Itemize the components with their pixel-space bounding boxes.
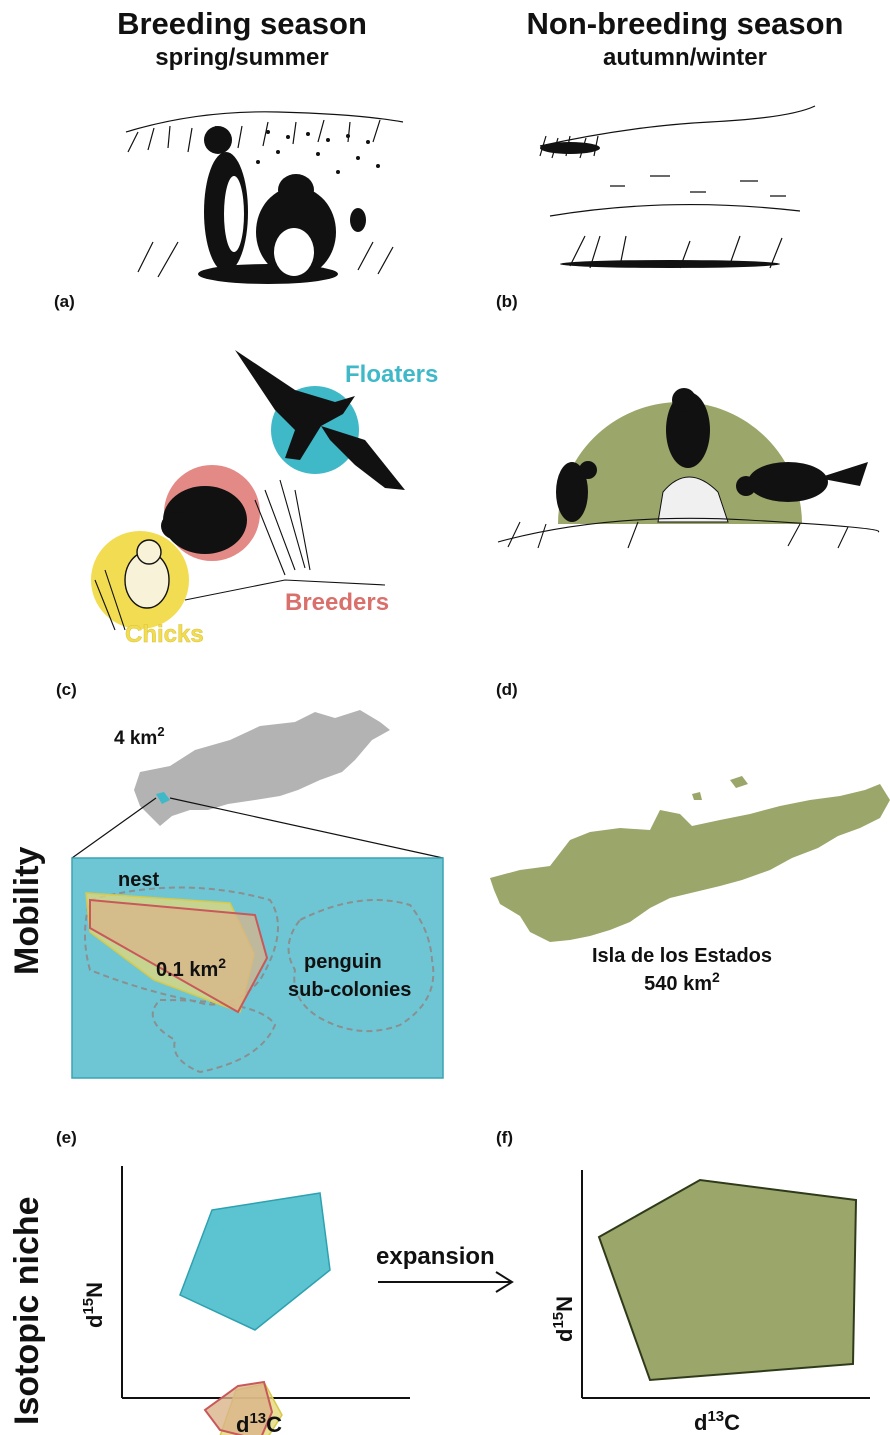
nonbreeding-y-axis-label: d15N <box>550 1296 577 1342</box>
breeding-season-title: Breeding season <box>117 6 367 41</box>
nonbreeding-niche-polygon <box>597 1178 858 1382</box>
panel-label-c: (c) <box>56 680 77 699</box>
panel-label-a: (a) <box>54 292 75 311</box>
empty-colony-illustration <box>539 105 816 269</box>
nonbreeding-season-title: Non-breeding season <box>526 6 844 41</box>
caracara-groups-illustration: Floaters Breeders Chicks <box>91 350 438 648</box>
nonbreeding-isotopic-niche-plot: d15N d13C <box>550 1170 870 1435</box>
panel-label-f: (f) <box>496 1128 513 1147</box>
breeders-label: Breeders <box>285 589 389 616</box>
breeders-niche-polygon <box>203 1380 274 1435</box>
floater-bird-icon <box>235 350 405 490</box>
nonbreeding-x-axis-label: d13C <box>694 1408 740 1435</box>
panel-label-b: (b) <box>496 292 518 311</box>
small-island-shape <box>134 710 390 826</box>
expansion-arrow: expansion <box>376 1243 514 1293</box>
floaters-label: Floaters <box>345 361 438 388</box>
breeding-x-axis-label: d13C <box>236 1410 282 1435</box>
panel-label-e: (e) <box>56 1128 77 1147</box>
breeders-home-range <box>89 898 269 1014</box>
small-island-area-label: 4 km2 <box>114 724 165 749</box>
breeding-colony-illustration <box>125 111 404 284</box>
nonbreeding-group-illustration <box>497 388 880 549</box>
breeding-y-axis-label: d15N <box>80 1282 107 1328</box>
penguin-label-line2: sub-colonies <box>288 979 411 1001</box>
nonbreeding-birds-icon <box>556 388 868 522</box>
nest-label: nest <box>118 869 159 891</box>
study-area-marker <box>156 792 170 804</box>
chicks-label: Chicks <box>125 621 204 648</box>
isotopic-niche-row-label: Isotopic niche <box>8 1196 46 1425</box>
panel-label-d: (d) <box>496 680 518 699</box>
breeding-season-subtitle: spring/summer <box>155 44 329 71</box>
arrow-right-icon <box>495 1271 514 1293</box>
large-island-area-label: 540 km2 <box>644 969 720 995</box>
island-name-label: Isla de los Estados <box>592 945 772 967</box>
chick-icon <box>124 539 170 609</box>
floaters-niche-polygon <box>179 1192 331 1331</box>
nonbreeding-season-subtitle: autumn/winter <box>602 44 767 71</box>
large-island-shape <box>490 784 890 942</box>
nonbreeding-mobility-map: Isla de los Estados 540 km2 <box>490 776 890 995</box>
mobility-row-label: Mobility <box>8 846 46 975</box>
breeder-bird-icon <box>161 486 247 554</box>
breeding-isotopic-niche-plot: d15N d13C <box>80 1166 410 1435</box>
penguin-label-line1: penguin <box>304 951 382 973</box>
home-range-area-label: 0.1 km2 <box>156 955 226 981</box>
breeding-mobility-map: 4 km2 nest 0.1 km2 penguin sub-colonies <box>71 710 444 1079</box>
expansion-label: expansion <box>376 1243 495 1270</box>
